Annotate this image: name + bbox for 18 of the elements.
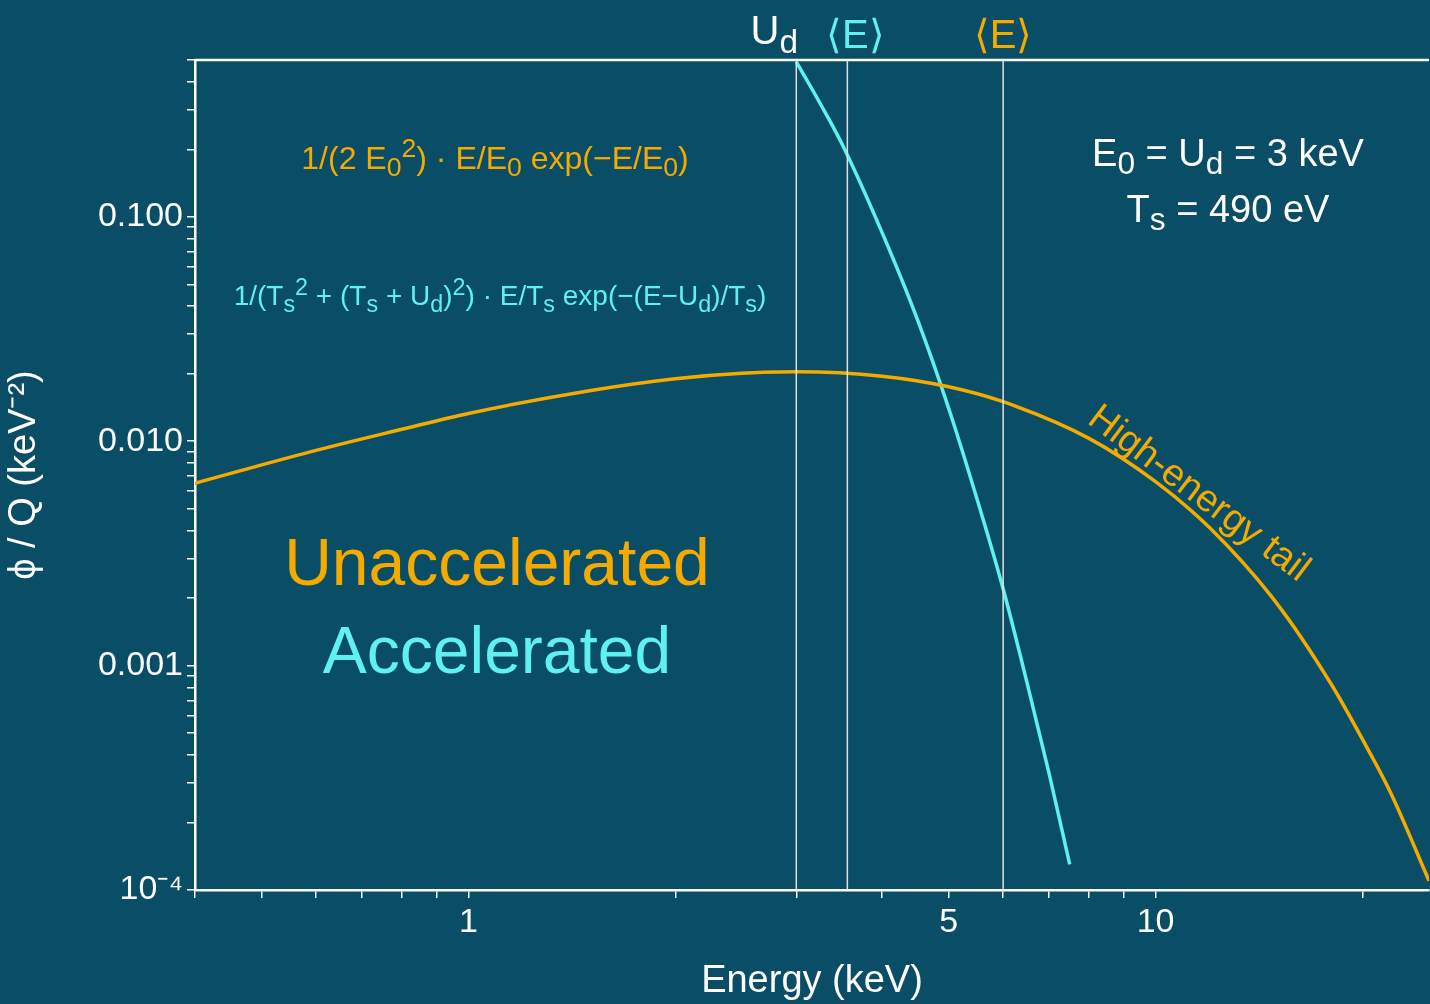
ref-line-label: ⟨E⟩ <box>973 12 1033 56</box>
annotation: T$_{s}$ = 490 eV <box>1126 187 1330 238</box>
text: Accelerated <box>322 613 672 687</box>
ref-line-label: U$_{d}$ <box>750 7 798 60</box>
ref-line-label: ⟨E⟩ <box>826 12 885 56</box>
series-label: Unaccelerated <box>284 525 710 599</box>
y-tick-label: 0.010 <box>97 419 183 458</box>
annotation: E$_{0}$ = U$_{d}$ = 3 keV <box>1092 131 1364 182</box>
annotation: 1/(2 E$_{0}$$^{2}$) · E/E$_{0}$ exp(−E/E$_{0}$) <box>301 133 689 183</box>
x-axis-title: Energy (keV) <box>701 957 923 1000</box>
x-tick-label: 10 <box>1136 900 1175 939</box>
y-tick-label: 10⁻⁴ <box>119 868 183 907</box>
x-tick-label: 5 <box>939 900 959 939</box>
text: 1/(T$_{s}$$^{2}$ + (T$_{s}$ + U$_{d}$)$^{2}$) · E/T$_{s}$ exp(−(E−U$_{d}$)/T$_{s}$) <box>233 273 767 317</box>
y-axis-title: ϕ / Q (keV⁻²) <box>1 370 44 580</box>
x-tick-label: 1 <box>458 900 478 939</box>
y-tick-label: 0.001 <box>97 643 183 682</box>
y-tick-label: 0.100 <box>97 195 183 234</box>
